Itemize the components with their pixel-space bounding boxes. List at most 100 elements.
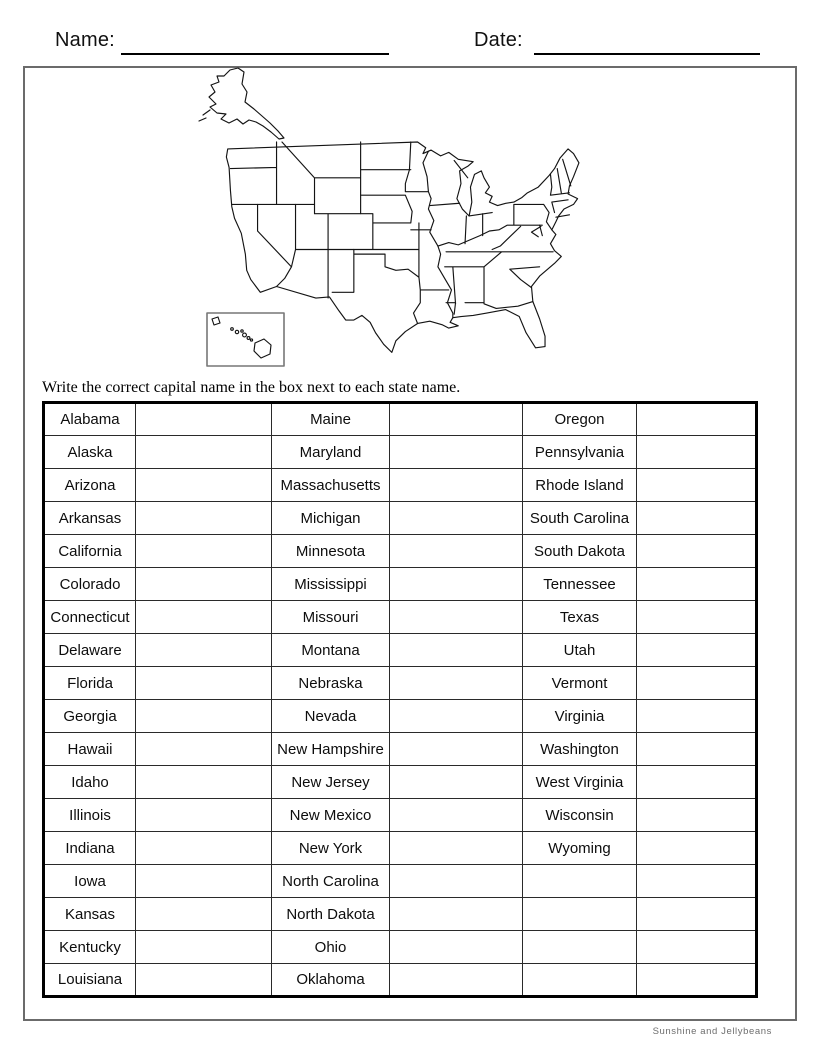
state-name-cell: South Dakota bbox=[522, 534, 637, 568]
capital-answer-box[interactable] bbox=[135, 402, 272, 436]
state-name-cell: Wisconsin bbox=[522, 798, 637, 832]
capital-answer-box[interactable] bbox=[636, 633, 757, 667]
capital-answer-box[interactable] bbox=[389, 732, 523, 766]
hawaii-inset-box bbox=[206, 312, 285, 367]
capital-answer-box[interactable] bbox=[389, 831, 523, 865]
capital-answer-box[interactable] bbox=[389, 798, 523, 832]
capital-answer-box[interactable] bbox=[135, 732, 272, 766]
state-name-cell: Nevada bbox=[271, 699, 390, 733]
state-name-cell: Kansas bbox=[43, 897, 136, 931]
state-name-cell: Connecticut bbox=[43, 600, 136, 634]
capital-answer-box[interactable] bbox=[389, 699, 523, 733]
table-row: Kentucky Ohio bbox=[43, 930, 757, 964]
table-row: Indiana New York Wyoming bbox=[43, 831, 757, 865]
capital-answer-box[interactable] bbox=[636, 600, 757, 634]
us-map bbox=[198, 67, 600, 367]
date-label: Date: bbox=[474, 29, 523, 51]
state-name-cell: West Virginia bbox=[522, 765, 637, 799]
worksheet-header: Name: Date: bbox=[0, 27, 816, 59]
capital-answer-box[interactable] bbox=[636, 930, 757, 964]
capital-answer-box[interactable] bbox=[636, 468, 757, 502]
capital-answer-box[interactable] bbox=[389, 666, 523, 700]
state-name-cell: New York bbox=[271, 831, 390, 865]
capital-answer-box[interactable] bbox=[636, 765, 757, 799]
state-name-cell bbox=[522, 963, 637, 997]
capital-answer-box[interactable] bbox=[389, 567, 523, 601]
state-name-cell: Vermont bbox=[522, 666, 637, 700]
contiguous-us-outline bbox=[226, 142, 579, 352]
state-name-cell: Mississippi bbox=[271, 567, 390, 601]
footer-credit: Sunshine and Jellybeans bbox=[652, 1026, 772, 1037]
state-name-cell: Tennessee bbox=[522, 567, 637, 601]
capital-answer-box[interactable] bbox=[135, 963, 272, 997]
capital-answer-box[interactable] bbox=[135, 798, 272, 832]
capital-answer-box[interactable] bbox=[636, 963, 757, 997]
capital-answer-box[interactable] bbox=[135, 864, 272, 898]
state-name-cell: Virginia bbox=[522, 699, 637, 733]
capital-answer-box[interactable] bbox=[135, 897, 272, 931]
table-row: Alabama Maine Oregon bbox=[43, 402, 757, 436]
capital-answer-box[interactable] bbox=[636, 798, 757, 832]
capital-answer-box[interactable] bbox=[389, 468, 523, 502]
capital-answer-box[interactable] bbox=[135, 633, 272, 667]
capital-answer-box[interactable] bbox=[389, 930, 523, 964]
capital-answer-box[interactable] bbox=[389, 864, 523, 898]
capital-answer-box[interactable] bbox=[135, 567, 272, 601]
state-name-cell: South Carolina bbox=[522, 501, 637, 535]
instruction-text: Write the correct capital name in the bo… bbox=[42, 379, 461, 396]
state-name-cell: Rhode Island bbox=[522, 468, 637, 502]
capital-answer-box[interactable] bbox=[135, 435, 272, 469]
table-row: Connecticut Missouri Texas bbox=[43, 600, 757, 634]
table-row: Iowa North Carolina bbox=[43, 864, 757, 898]
capital-answer-box[interactable] bbox=[636, 732, 757, 766]
date-write-line[interactable] bbox=[534, 29, 760, 55]
capital-answer-box[interactable] bbox=[135, 699, 272, 733]
state-name-cell: Pennsylvania bbox=[522, 435, 637, 469]
capital-answer-box[interactable] bbox=[389, 633, 523, 667]
table-row: Delaware Montana Utah bbox=[43, 633, 757, 667]
capital-answer-box[interactable] bbox=[636, 666, 757, 700]
capital-answer-box[interactable] bbox=[389, 435, 523, 469]
capital-answer-box[interactable] bbox=[135, 534, 272, 568]
capital-answer-box[interactable] bbox=[636, 831, 757, 865]
capital-answer-box[interactable] bbox=[389, 534, 523, 568]
capital-answer-box[interactable] bbox=[389, 765, 523, 799]
table-row: Arkansas Michigan South Carolina bbox=[43, 501, 757, 535]
state-name-cell: Iowa bbox=[43, 864, 136, 898]
capital-answer-box[interactable] bbox=[135, 666, 272, 700]
table-row: Illinois New Mexico Wisconsin bbox=[43, 798, 757, 832]
capital-answer-box[interactable] bbox=[135, 930, 272, 964]
capital-answer-box[interactable] bbox=[389, 402, 523, 436]
table-row: Florida Nebraska Vermont bbox=[43, 666, 757, 700]
capital-answer-box[interactable] bbox=[636, 897, 757, 931]
capital-answer-box[interactable] bbox=[636, 435, 757, 469]
capital-answer-box[interactable] bbox=[389, 963, 523, 997]
state-name-cell: Utah bbox=[522, 633, 637, 667]
capital-answer-box[interactable] bbox=[389, 501, 523, 535]
capital-answer-box[interactable] bbox=[636, 864, 757, 898]
state-name-cell: Idaho bbox=[43, 765, 136, 799]
capital-answer-box[interactable] bbox=[636, 699, 757, 733]
state-name-cell: Oregon bbox=[522, 402, 637, 436]
state-name-cell: Montana bbox=[271, 633, 390, 667]
capital-answer-box[interactable] bbox=[135, 831, 272, 865]
state-name-cell: Louisiana bbox=[43, 963, 136, 997]
capital-answer-box[interactable] bbox=[636, 501, 757, 535]
capital-answer-box[interactable] bbox=[135, 501, 272, 535]
capital-answer-box[interactable] bbox=[135, 765, 272, 799]
table-row: Georgia Nevada Virginia bbox=[43, 699, 757, 733]
content-frame bbox=[23, 66, 797, 1021]
capital-answer-box[interactable] bbox=[636, 402, 757, 436]
capital-answer-box[interactable] bbox=[135, 600, 272, 634]
state-name-cell bbox=[522, 864, 637, 898]
state-name-cell: Kentucky bbox=[43, 930, 136, 964]
capital-answer-box[interactable] bbox=[389, 897, 523, 931]
state-name-cell: Colorado bbox=[43, 567, 136, 601]
capital-answer-box[interactable] bbox=[389, 600, 523, 634]
capital-answer-box[interactable] bbox=[135, 468, 272, 502]
name-write-line[interactable] bbox=[121, 29, 389, 55]
state-name-cell: Ohio bbox=[271, 930, 390, 964]
capital-answer-box[interactable] bbox=[636, 534, 757, 568]
name-label: Name: bbox=[55, 29, 115, 51]
capital-answer-box[interactable] bbox=[636, 567, 757, 601]
